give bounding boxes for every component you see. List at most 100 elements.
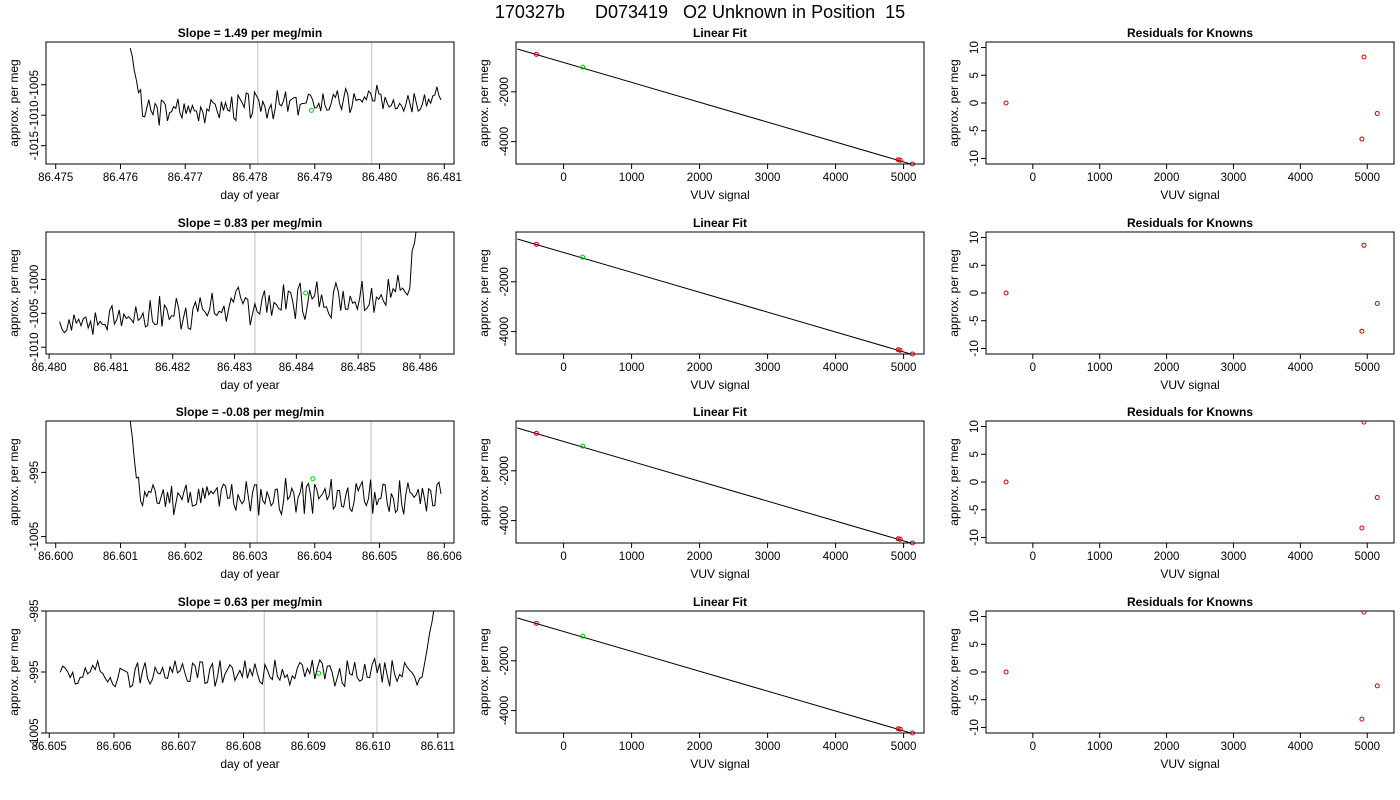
x-tick-label: 1000: [619, 172, 645, 184]
plot-frame: [985, 610, 1395, 734]
x-tick-label: 86.606: [96, 741, 131, 753]
x-tick-label: 0: [560, 741, 566, 753]
y-tick-label: 0: [969, 100, 981, 106]
panel-r3-residuals: Residuals for Knowns 0 1000 2000 3000 4000 500…: [947, 405, 1395, 581]
y-tick-label: -1005: [29, 718, 41, 747]
residual-point: [1359, 525, 1365, 531]
residual-point: [1359, 328, 1365, 334]
panel-r2-residuals: Residuals for Knowns 0 1000 2000 3000 4000 500…: [947, 216, 1395, 392]
x-tick-label: 4000: [823, 362, 849, 374]
x-tick-label: 0: [560, 362, 566, 374]
x-axis-label: VUV signal: [690, 378, 749, 392]
x-tick-label: 1000: [1087, 172, 1113, 184]
y-tick-label: -10: [969, 150, 981, 167]
residual-point: [1361, 242, 1367, 248]
x-axis-label: VUV signal: [1160, 757, 1219, 771]
y-tick-label: -10: [969, 719, 981, 736]
y-tick-label: -1010: [29, 100, 41, 129]
x-tick-label: 4000: [823, 551, 849, 563]
unknown-point: [580, 254, 586, 260]
x-tick-label: 4000: [1288, 362, 1314, 374]
x-tick-label: 86.604: [297, 551, 333, 563]
residual-point: [1003, 479, 1009, 485]
y-tick-label: 0: [969, 479, 981, 485]
panel-r4-timeseries: Slope = 0.63 per meg/min 86.605 86.606 86.6…: [7, 595, 455, 771]
x-tick-label: 86.480: [31, 362, 66, 374]
y-tick-label: 0: [969, 669, 981, 675]
x-tick-label: 0: [1030, 362, 1036, 374]
x-tick-label: 86.481: [427, 172, 462, 184]
figure-title: 170327b D073419 O2 Unknown in Position 1…: [494, 2, 906, 22]
plot-frame: [985, 420, 1395, 544]
plot-frame: [515, 231, 925, 355]
known-point: [533, 620, 539, 626]
plot-frame: [45, 41, 455, 165]
x-tick-label: 1000: [1087, 741, 1113, 753]
residual-point: [1361, 421, 1367, 425]
x-tick-label: 1000: [619, 362, 645, 374]
y-axis-label: approx. per meg: [477, 438, 491, 525]
panel-title: Slope = 1.49 per meg/min: [178, 26, 322, 40]
x-tick-label: 1000: [619, 741, 645, 753]
y-tick-label: -2000: [499, 267, 511, 296]
x-tick-label: 4000: [823, 172, 849, 184]
unknown-point: [316, 670, 322, 676]
y-axis-label: approx. per meg: [7, 628, 21, 715]
x-tick-label: 86.481: [93, 362, 128, 374]
y-tick-label: -5: [969, 126, 981, 136]
plot-frame: [985, 231, 1395, 355]
x-tick-label: 0: [1030, 741, 1036, 753]
y-tick-label: -995: [29, 660, 41, 683]
x-tick-label: 2000: [1154, 741, 1180, 753]
known-point: [897, 536, 903, 542]
y-tick-label: -2000: [499, 456, 511, 485]
x-axis-label: VUV signal: [1160, 378, 1219, 392]
y-axis-label: approx. per meg: [947, 628, 961, 715]
x-tick-label: 2000: [1154, 362, 1180, 374]
x-tick-label: 0: [1030, 551, 1036, 563]
y-axis-label: approx. per meg: [7, 438, 21, 525]
x-tick-label: 86.486: [402, 362, 437, 374]
x-tick-label: 0: [560, 172, 566, 184]
x-tick-label: 4000: [1288, 551, 1314, 563]
panel-title: Linear Fit: [693, 405, 747, 419]
x-tick-label: 5000: [1354, 741, 1380, 753]
x-tick-label: 86.478: [232, 172, 267, 184]
panel-title: Linear Fit: [693, 595, 747, 609]
residual-point: [1359, 136, 1365, 142]
x-tick-label: 86.608: [226, 741, 261, 753]
x-axis-label: day of year: [220, 757, 279, 771]
x-tick-label: 86.484: [279, 362, 315, 374]
y-tick-label: -1010: [29, 333, 41, 362]
y-tick-label: 5: [969, 72, 981, 78]
x-tick-label: 0: [560, 551, 566, 563]
x-tick-label: 86.479: [297, 172, 332, 184]
x-tick-label: 3000: [1221, 362, 1247, 374]
x-tick-label: 5000: [891, 741, 917, 753]
residual-point: [1374, 111, 1380, 117]
panel-r4-residuals: Residuals for Knowns 0 1000 2000 3000 4000 500…: [947, 595, 1395, 771]
y-tick-label: -4000: [499, 317, 511, 346]
x-tick-label: 86.480: [362, 172, 397, 184]
plot-frame: [985, 41, 1395, 165]
x-axis-label: VUV signal: [1160, 567, 1219, 581]
y-tick-label: 5: [969, 451, 981, 457]
panel-title: Linear Fit: [693, 26, 747, 40]
x-tick-label: 2000: [687, 741, 713, 753]
residual-point: [1003, 100, 1009, 106]
fit-line: [517, 48, 913, 164]
x-tick-label: 86.607: [161, 741, 196, 753]
x-tick-label: 86.601: [103, 551, 138, 563]
known-point: [895, 347, 901, 353]
x-tick-label: 2000: [687, 551, 713, 563]
unknown-point: [580, 633, 586, 639]
x-tick-label: 3000: [1221, 172, 1247, 184]
residual-point: [1374, 301, 1380, 307]
y-axis-label: approx. per meg: [7, 59, 21, 146]
known-point: [895, 536, 901, 542]
fit-line: [517, 238, 913, 354]
x-tick-label: 3000: [755, 551, 781, 563]
y-axis-label: approx. per meg: [477, 628, 491, 715]
x-axis-label: VUV signal: [690, 567, 749, 581]
panel-title: Residuals for Knowns: [1127, 216, 1253, 230]
